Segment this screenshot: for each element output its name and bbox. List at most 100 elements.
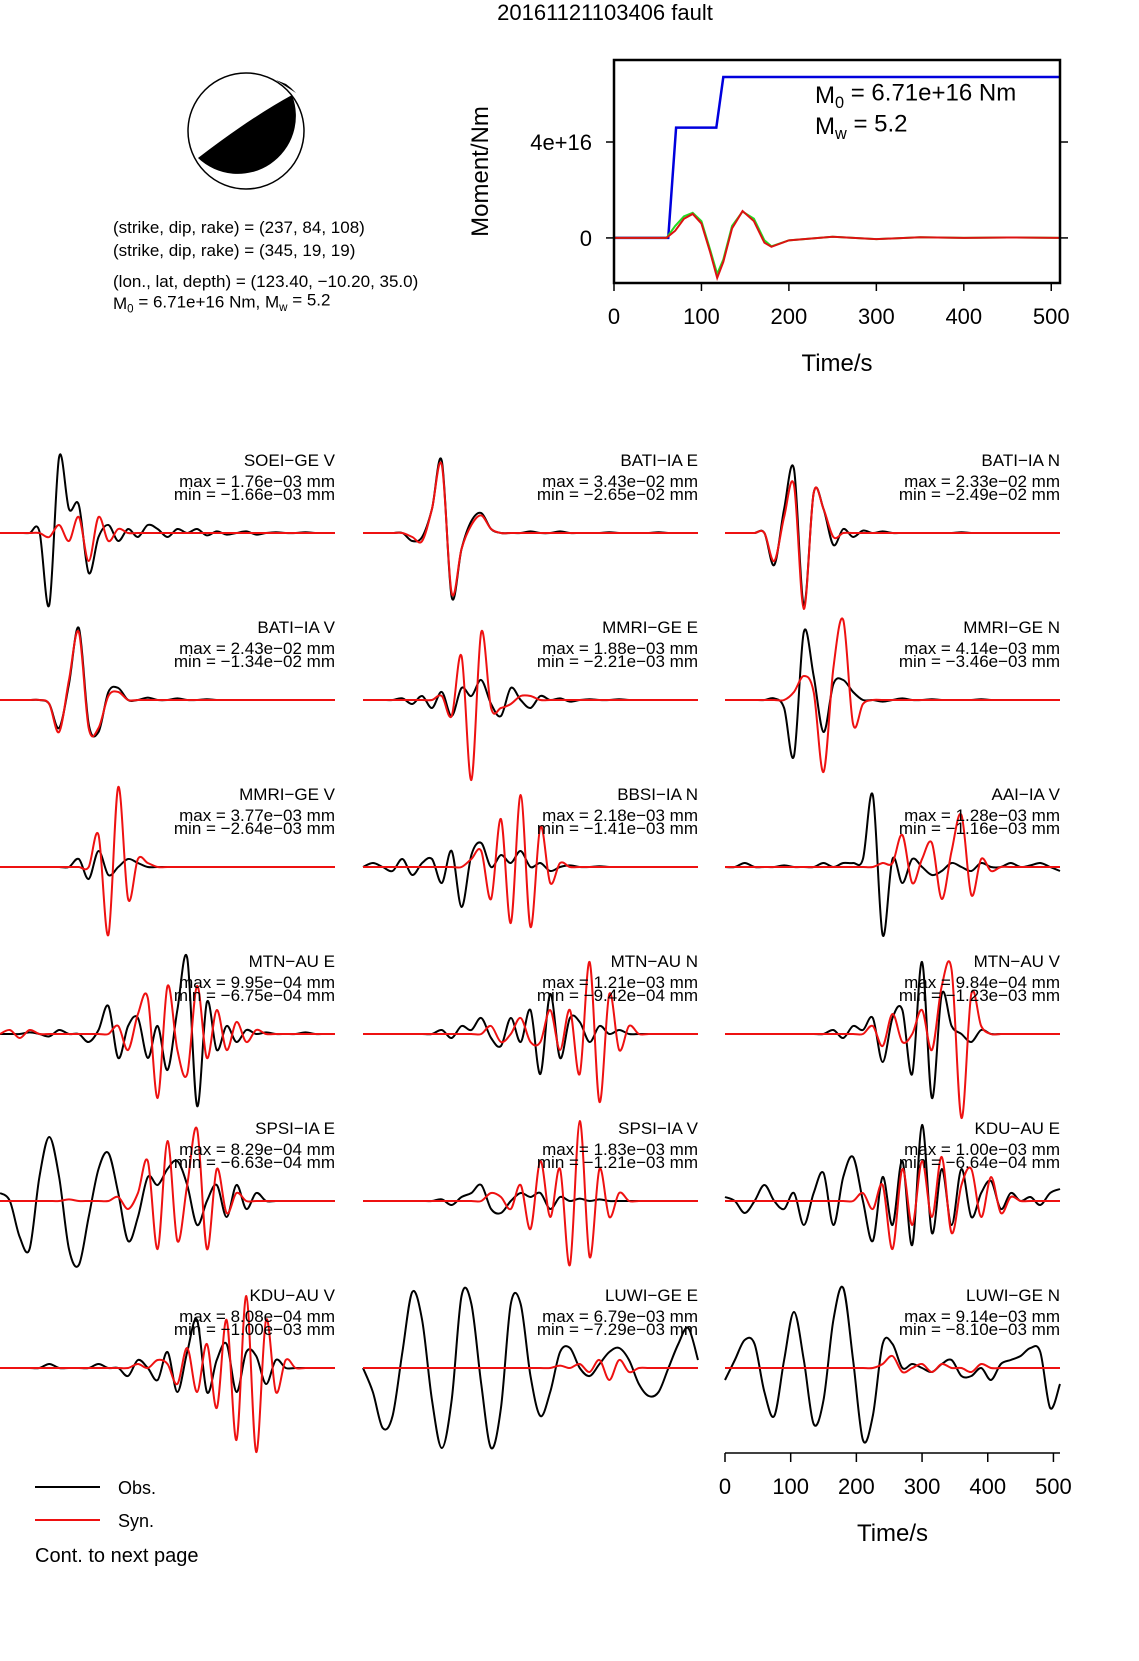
min-label: min = −1.41e−03 mm [537,819,698,838]
annotation: Mw = 5.2 [815,111,908,143]
waveform-syn [0,629,335,738]
min-label: min = −1.21e−03 mm [537,1153,698,1172]
x-tick-label: 300 [904,1474,941,1499]
max-label: max = 3.43e−02 mm [542,472,698,491]
waveform-syn [0,1294,335,1454]
waveform-syn [0,984,335,1100]
station-label: MMRI−GE V [239,785,336,804]
station-label: MTN−AU N [611,952,698,971]
x-tick-label: 500 [1033,304,1070,329]
plot-frame [612,58,1062,285]
x-tick-label: 0 [719,1474,731,1499]
beachball [187,72,305,190]
beachball-quadrant [198,95,296,174]
station-label: MTN−AU V [974,952,1061,971]
max-label: max = 2.33e−02 mm [904,472,1060,491]
max-label: max = 6.79e−03 mm [542,1307,698,1326]
text-part: = 6.71e+16 Nm [844,80,1016,107]
station-label: MTN−AU E [249,952,335,971]
waveform-syn [724,1354,1060,1374]
legend-label: Syn. [118,1511,154,1531]
min-label: min = −1.00e−03 mm [174,1320,335,1339]
max-label: max = 8.29e−04 mm [179,1140,335,1159]
station-label: SOEI−GE V [244,451,336,470]
waveform-syn [363,793,698,929]
max-label: max = 1.28e−03 mm [904,806,1060,825]
min-label: min = −2.49e−02 mm [899,485,1060,504]
min-label: min = −8.10e−03 mm [899,1320,1060,1339]
station-label: BBSI−IA N [617,785,698,804]
waveform-syn [725,960,1060,1120]
x-axis-label: Time/s [801,350,872,377]
min-label: min = −1.16e−03 mm [899,819,1060,838]
max-label: max = 1.88e−03 mm [542,639,698,658]
mechanism-line: (strike, dip, rake) = (237, 84, 108) [113,218,365,237]
beachball-quadrant [276,80,296,93]
mechanism-line: (lon., lat, depth) = (123.40, −10.20, 35… [113,272,418,291]
max-label: max = 9.95e−04 mm [179,973,335,992]
y-tick-label: 0 [580,226,592,251]
station-label: LUWI−GE N [966,1286,1060,1305]
min-label: min = −1.23e−03 mm [899,986,1060,1005]
min-label: min = −2.64e−03 mm [174,819,335,838]
max-label: max = 9.14e−03 mm [904,1307,1060,1326]
x-tick-label: 400 [945,304,982,329]
subscript: 0 [127,303,133,315]
text-part: = 5.2 [287,291,330,310]
waveform-syn [0,515,335,563]
x-tick-label: 100 [772,1474,809,1499]
waveform-obs [0,1317,335,1394]
waveform-obs [724,1123,1061,1247]
moment-line: M0 = 6.71e+16 Nm, Mw = 5.2 [113,291,330,316]
min-label: min = −1.34e−02 mm [174,652,335,671]
moment-line [614,209,1060,282]
min-label: min = −9.42e−04 mm [537,986,698,1005]
max-label: max = 1.21e−03 mm [542,973,698,992]
min-label: min = −2.65e−02 mm [537,485,698,504]
station-label: MMRI−GE E [602,618,698,637]
y-tick-label: 4e+16 [530,130,592,155]
max-label: max = 3.77e−03 mm [179,806,335,825]
min-label: min = −7.29e−03 mm [537,1320,698,1339]
waveform-obs [362,1286,699,1450]
max-label: max = 1.76e−03 mm [179,472,335,491]
figure-title: 20161121103406 fault [497,0,713,25]
x-tick-label: 200 [771,304,808,329]
x-tick-label: 500 [1035,1474,1072,1499]
legend-label: Obs. [118,1478,156,1498]
annotation: M0 = 6.71e+16 Nm [815,80,1016,112]
text-part: M [815,113,835,140]
station-label: LUWI−GE E [605,1286,698,1305]
subscript: 0 [835,94,844,112]
waveform-syn [362,1358,698,1382]
min-label: min = −6.75e−04 mm [174,986,335,1005]
station-label: BATI−IA V [257,618,335,637]
waveform-syn [725,1155,1060,1251]
max-label: max = 9.84e−04 mm [904,973,1060,992]
mechanism-line: (strike, dip, rake) = (345, 19, 19) [113,241,355,260]
max-label: max = 2.18e−03 mm [542,806,698,825]
footer: Cont. to next page [35,1545,198,1567]
max-label: max = 8.08e−04 mm [179,1307,335,1326]
station-label: MMRI−GE N [963,618,1060,637]
min-label: min = −3.46e−03 mm [899,652,1060,671]
station-label: AAI−IA V [991,785,1060,804]
x-tick-label: 400 [969,1474,1006,1499]
waveform-syn [363,629,698,782]
station-label: SPSI−IA E [255,1119,335,1138]
waveform-syn [725,617,1060,774]
x-axis-label: Time/s [857,1520,928,1547]
x-tick-label: 100 [683,304,720,329]
min-label: min = −1.66e−03 mm [174,485,335,504]
waveform-syn [363,960,698,1104]
max-label: max = 1.83e−03 mm [542,1140,698,1159]
station-label: KDU−AU V [250,1286,336,1305]
station-label: BATI−IA N [981,451,1060,470]
waveform-syn [725,480,1060,611]
min-label: min = −6.64e−04 mm [899,1153,1060,1172]
waveform-syn [0,785,335,937]
station-label: KDU−AU E [975,1119,1061,1138]
